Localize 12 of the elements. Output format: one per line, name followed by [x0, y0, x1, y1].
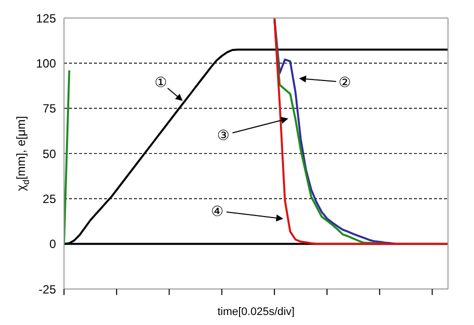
y-tick-label: -25	[38, 282, 56, 296]
y-tick-label: 125	[36, 11, 56, 26]
annotation: ②	[338, 74, 352, 90]
y-tick-label: 0	[49, 237, 56, 252]
annotation: ③	[217, 127, 230, 144]
annotation: ①	[154, 74, 168, 90]
y-tick-label: 50	[42, 146, 56, 161]
annotation: ④	[211, 202, 224, 219]
y-tick-label: 100	[36, 56, 56, 70]
x-axis-title: time[0.025s/div]	[217, 306, 295, 318]
y-tick-label: 25	[42, 192, 56, 206]
y-tick-label: 75	[42, 102, 56, 116]
